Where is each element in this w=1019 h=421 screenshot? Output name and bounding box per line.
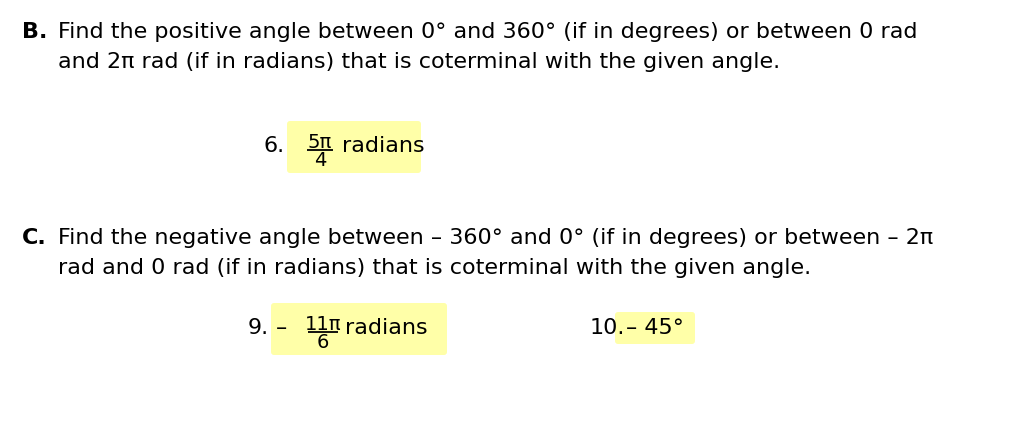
Text: 9.: 9. [248,318,269,338]
Text: rad and 0 rad (if in radians) that is coterminal with the given angle.: rad and 0 rad (if in radians) that is co… [58,258,810,278]
Text: 11π: 11π [305,315,341,334]
Text: Find the negative angle between – 360° and 0° (if in degrees) or between – 2π: Find the negative angle between – 360° a… [58,228,932,248]
Text: 4: 4 [314,151,326,170]
FancyBboxPatch shape [286,121,421,173]
FancyBboxPatch shape [614,312,694,344]
Text: Find the positive angle between 0° and 360° (if in degrees) or between 0 rad: Find the positive angle between 0° and 3… [58,22,917,42]
Text: B.: B. [22,22,47,42]
Text: 10.: 10. [589,318,625,338]
Text: 6.: 6. [264,136,285,156]
Text: radians: radians [344,318,427,338]
Text: – 45°: – 45° [626,318,683,338]
FancyBboxPatch shape [271,303,446,355]
Text: 5π: 5π [308,133,332,152]
Text: C.: C. [22,228,47,248]
Text: 6: 6 [317,333,329,352]
Text: and 2π rad (if in radians) that is coterminal with the given angle.: and 2π rad (if in radians) that is coter… [58,52,780,72]
Text: –: – [276,318,287,338]
Text: radians: radians [341,136,424,156]
